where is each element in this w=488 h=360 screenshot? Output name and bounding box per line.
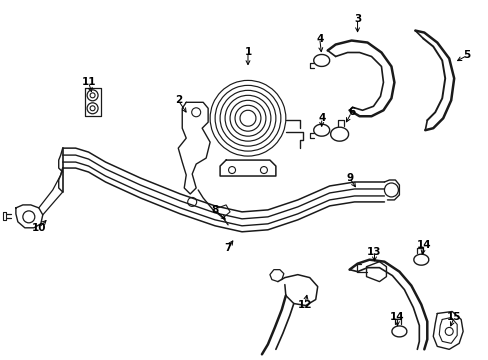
Text: 7: 7 (224, 243, 231, 253)
Text: 8: 8 (211, 205, 218, 215)
Text: 4: 4 (317, 113, 325, 123)
Text: 15: 15 (446, 312, 461, 323)
Text: 6: 6 (347, 107, 354, 117)
Text: 12: 12 (297, 300, 311, 310)
Text: 4: 4 (315, 33, 323, 44)
Text: 10: 10 (32, 223, 46, 233)
Text: 1: 1 (244, 48, 251, 58)
Text: 5: 5 (463, 50, 470, 60)
Text: 14: 14 (389, 312, 404, 323)
Text: 3: 3 (353, 14, 361, 24)
Text: 2: 2 (174, 95, 182, 105)
Text: 13: 13 (366, 247, 381, 257)
Text: 9: 9 (346, 173, 352, 183)
Text: 14: 14 (416, 240, 431, 250)
Text: 11: 11 (81, 77, 96, 87)
